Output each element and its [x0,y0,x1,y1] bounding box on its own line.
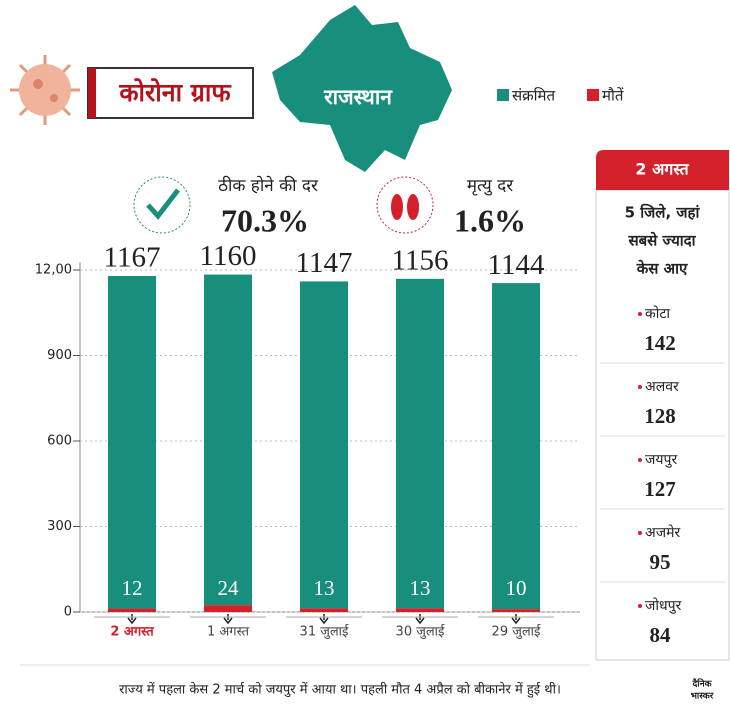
bar-deaths [300,608,348,612]
bar-infected [108,275,156,609]
logo: दैनिक [691,678,712,690]
stat-label: ठीक होने की दर [218,175,319,196]
bar-infected [396,278,444,609]
stats: ठीक होने की दर 70.3% मृत्यु दर 1.6% [133,175,526,238]
y-tick-label: 300 [47,519,72,534]
y-tick-label: 12,00 [35,263,72,278]
value-label: 1167 [104,242,161,274]
bullet [638,604,642,608]
title-accent [88,68,96,118]
x-tick-label: 30 जुलाई [396,624,446,640]
stat-value: 70.3% [221,202,309,238]
value-label: 1144 [488,249,545,281]
y-tick-label: 900 [47,348,72,363]
foot-icon [376,176,434,234]
legend-label: संक्रमित [512,87,556,105]
district-name: अजमेर [645,524,680,541]
bar-deaths [396,608,444,612]
deaths-label: 13 [314,576,335,600]
deaths-label: 24 [218,576,240,600]
foot [391,194,403,220]
x-tick-label: 1 अगस्त [207,625,250,640]
sidebar-title: केस आए [636,260,688,278]
y-tick-label: 600 [47,434,72,449]
bullet [638,312,642,316]
bar-infected [204,274,252,606]
x-tick-label: 31 जुलाई [300,624,350,640]
district-name: अलवर [645,379,679,395]
legend-swatch [497,89,509,101]
district-cases: 142 [644,331,676,355]
stat-label: मृत्यु दर [467,176,514,196]
footer-note: राज्य में पहला केस 2 मार्च को जयपुर में … [119,682,561,699]
bullet [638,385,642,389]
bar-deaths [492,609,540,612]
sidebar-title: सबसे ज्यादा [627,232,696,250]
district-name: कोटा [645,305,670,322]
deaths-label: 13 [410,576,431,600]
map [272,5,452,172]
y-tick-label: 0 [64,605,72,620]
sidebar-date: 2 अगस्त [635,160,689,179]
bar-deaths [108,608,156,612]
bullet [638,458,642,462]
region: राजस्थान [323,85,393,109]
district-cases: 128 [644,404,676,428]
value-label: 1147 [296,247,353,279]
district-cases: 84 [650,623,672,647]
bullet [638,531,642,535]
x-tick-label: 29 जुलाई [492,624,542,640]
legend-label: मौतें [602,87,624,105]
date-tab [596,150,729,190]
value-label: 1156 [392,244,449,276]
stat-value: 1.6% [454,202,526,238]
value-label: 1160 [200,240,257,272]
category-arrow [319,614,329,625]
virus-icon [10,55,80,125]
bar-infected [492,283,540,610]
title-box [87,67,254,119]
check-icon [133,176,191,234]
check-mark [146,188,180,220]
title: कोरोना ग्राफ [118,78,232,107]
sidebar-title: 5 जिले, जहां [625,204,701,222]
sidebar: 2 अगस्त 5 जिले, जहां सबसे ज्यादा केस आए [595,150,730,661]
deaths-label: 10 [506,576,527,600]
foot [407,194,419,220]
district-name: जयपुर [645,452,677,468]
district-cases: 95 [650,550,671,574]
district-name: जोधपुर [645,597,682,614]
bar-deaths [204,605,252,612]
deaths-label: 12 [122,576,143,600]
logo: भास्कर [691,692,714,702]
legend-swatch [587,89,599,101]
district-cases: 127 [644,477,676,501]
x-tick-label: 2 अगस्त [110,625,154,640]
category-arrow [223,614,233,625]
category-arrow [415,614,425,625]
category-arrow [511,614,521,625]
bar-infected [300,281,348,609]
category-arrow [127,614,137,625]
